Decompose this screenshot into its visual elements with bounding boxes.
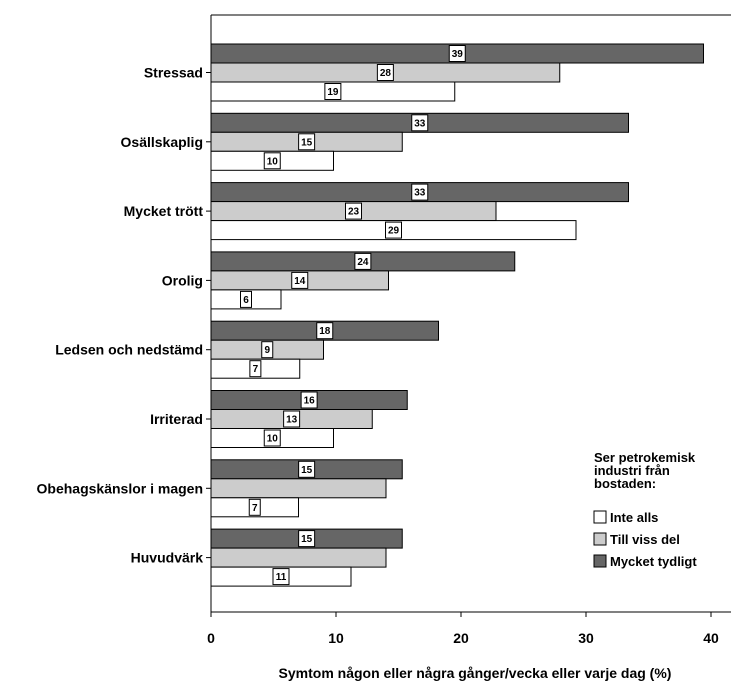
svg-text:24: 24 (357, 257, 369, 268)
svg-text:15: 15 (301, 534, 313, 545)
data-label: 24 (354, 252, 372, 270)
data-label: 28 (376, 64, 394, 81)
legend-title-line: bostaden: (594, 476, 656, 491)
svg-text:6: 6 (243, 295, 249, 306)
x-tick-label: 0 (207, 630, 215, 646)
svg-text:33: 33 (414, 188, 426, 199)
category-label: Stressad (144, 65, 203, 81)
svg-text:13: 13 (286, 415, 298, 426)
legend-title-line: industri från (594, 463, 670, 478)
legend-swatch (593, 532, 607, 546)
x-tick-label: 40 (703, 630, 719, 646)
legend-entry-label: Mycket tydligt (610, 554, 697, 569)
svg-text:15: 15 (301, 465, 313, 476)
x-tick-label: 10 (328, 630, 344, 646)
svg-text:23: 23 (348, 207, 360, 218)
bar-7-till-viss-del (210, 478, 387, 499)
category-label: Osällskaplig (121, 134, 203, 150)
data-label: 14 (291, 271, 309, 289)
category-label: Irriterad (150, 411, 203, 427)
category-labels: Stressad Osällskaplig Mycket trött Orolig Le… (37, 65, 204, 566)
data-label: 19 (324, 83, 342, 100)
x-tick-label: 20 (453, 630, 469, 646)
category-label: Ledsen och nedstämd (55, 342, 203, 358)
svg-text:9: 9 (264, 345, 270, 356)
svg-text:39: 39 (452, 49, 464, 60)
bars-layer (210, 43, 704, 587)
data-label: 16 (300, 391, 318, 409)
x-tick-label: 30 (578, 630, 594, 646)
category-label: Obehagskänslor i magen (37, 480, 204, 496)
data-label: 10 (263, 429, 281, 447)
data-label: 15 (298, 460, 316, 478)
legend-entry-label: Till viss del (610, 532, 680, 547)
data-label: 29 (385, 221, 402, 239)
data-label: 33 (411, 183, 429, 201)
svg-text:29: 29 (388, 226, 400, 237)
category-label: Mycket trött (124, 203, 204, 219)
svg-text:16: 16 (304, 396, 316, 407)
svg-text:7: 7 (252, 503, 258, 514)
svg-text:7: 7 (253, 364, 259, 375)
data-label: 15 (298, 530, 316, 548)
data-label: 9 (261, 341, 274, 359)
svg-text:18: 18 (319, 326, 331, 337)
category-label: Huvudvärk (131, 550, 204, 566)
data-label: 7 (248, 498, 261, 516)
svg-text:14: 14 (294, 276, 306, 287)
data-label: 7 (249, 360, 262, 378)
svg-text:15: 15 (301, 137, 313, 148)
x-axis-label: Symtom någon eller några gånger/vecka el… (279, 665, 672, 681)
data-label: 6 (240, 290, 252, 308)
data-label: 33 (411, 114, 429, 132)
legend-entry-label: Inte alls (610, 510, 658, 525)
data-label: 11 (272, 568, 290, 586)
bar-8-till-viss-del (210, 547, 387, 568)
svg-text:28: 28 (380, 68, 392, 79)
svg-text:11: 11 (276, 572, 287, 583)
data-label: 15 (298, 133, 316, 151)
svg-text:33: 33 (414, 118, 426, 129)
axes-layer: 0 10 20 30 40 (206, 14, 731, 646)
data-label: 13 (283, 410, 301, 428)
legend-swatch (593, 554, 607, 568)
data-label: 10 (263, 152, 281, 170)
data-label: 23 (345, 202, 362, 220)
svg-text:10: 10 (267, 156, 279, 167)
svg-text:10: 10 (267, 434, 279, 445)
legend-title-line: Ser petrokemisk (594, 450, 696, 465)
data-label: 39 (448, 45, 466, 62)
data-label: 18 (316, 322, 334, 340)
svg-text:19: 19 (327, 87, 339, 98)
legend-swatch (593, 510, 607, 524)
category-label: Orolig (162, 272, 203, 288)
